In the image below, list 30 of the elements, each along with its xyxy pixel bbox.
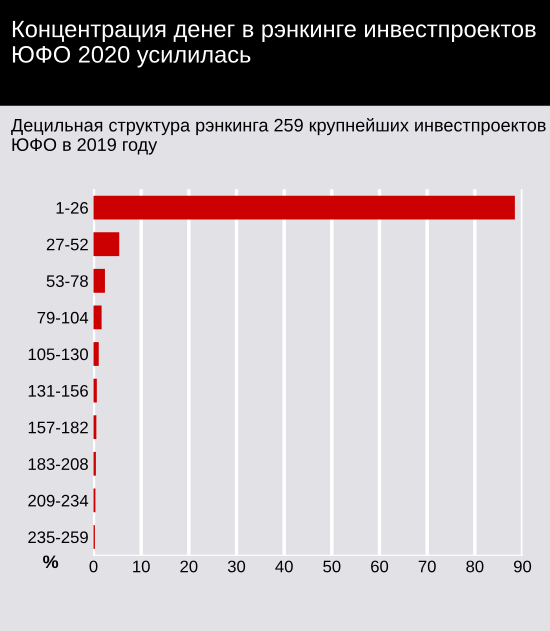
bar <box>94 306 102 330</box>
y-tick-label: 235-259 <box>28 531 88 544</box>
y-tick-label: 105-130 <box>28 348 88 360</box>
x-tick-label: 50 <box>323 560 340 572</box>
y-tick-label: 157-182 <box>28 422 88 434</box>
bar <box>94 196 515 220</box>
x-tick-label: 20 <box>180 560 198 572</box>
y-tick-label: 27-52 <box>46 238 88 250</box>
x-tick-label: 0 <box>90 560 98 572</box>
bar <box>94 268 105 293</box>
x-axis-title: % <box>43 555 58 568</box>
x-tick-label: 10 <box>133 560 150 572</box>
chart-subtitle: Децильная структура рэнкинга 259 крупнейших инвестпроектов ЮФО в 2019 году <box>11 118 546 155</box>
bar <box>94 415 96 440</box>
y-tick-label: 79-104 <box>38 312 88 324</box>
y-tick-label: 53-78 <box>46 275 88 287</box>
y-tick-label: 1-26 <box>56 202 88 214</box>
x-tick-label: 90 <box>514 560 532 572</box>
y-tick-label: 131-156 <box>28 384 88 397</box>
x-tick-label: 80 <box>466 560 484 572</box>
y-tick-label: 183-208 <box>28 458 88 470</box>
x-tick-label: 60 <box>371 560 388 572</box>
x-tick-label: 30 <box>228 560 246 572</box>
chart-title: Концентрация денег в рэнкинге инвестпроектов ЮФО 2020 усилилась <box>12 20 536 68</box>
bar <box>94 342 99 366</box>
bar <box>94 232 120 256</box>
bar <box>94 378 97 402</box>
x-tick-label: 70 <box>418 560 436 572</box>
y-tick-label: 209-234 <box>28 494 88 507</box>
x-tick-label: 40 <box>275 560 293 572</box>
